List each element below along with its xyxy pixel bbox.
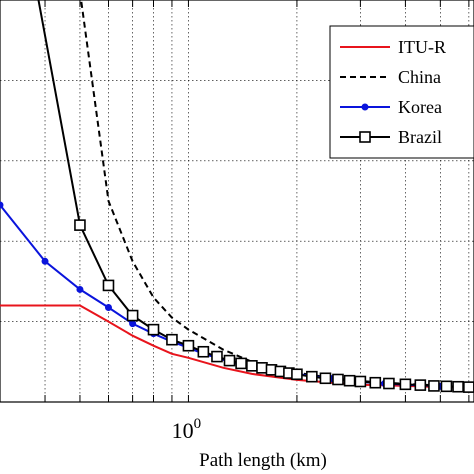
data-point-brazil xyxy=(235,357,247,370)
legend-label-korea: Korea xyxy=(398,97,442,117)
data-point-korea xyxy=(76,285,84,293)
data-point-brazil xyxy=(383,377,395,390)
data-point-brazil xyxy=(147,323,160,336)
x-axis-label: Path length (km) xyxy=(199,450,327,471)
data-point-korea xyxy=(129,320,137,328)
series-line-itu-r xyxy=(0,304,474,389)
data-point-brazil xyxy=(414,379,427,391)
legend-marker-brazil xyxy=(359,131,371,143)
x-tick-exponent: 0 xyxy=(194,416,202,432)
data-point-brazil xyxy=(182,339,195,352)
data-point-brazil xyxy=(306,370,318,383)
legend-marker-korea xyxy=(361,103,369,111)
data-point-brazil xyxy=(343,374,356,387)
data-point-korea xyxy=(104,304,112,312)
series-markers xyxy=(0,201,474,393)
data-point-brazil xyxy=(256,362,268,374)
data-point-brazil xyxy=(354,375,367,388)
data-point-brazil xyxy=(399,378,412,391)
data-point-brazil xyxy=(166,333,178,346)
markers-brazil xyxy=(74,219,474,393)
data-point-korea xyxy=(0,201,4,209)
legend-label-itu-r: ITU-R xyxy=(398,37,446,57)
legend-label-brazil: Brazil xyxy=(398,127,442,147)
data-point-brazil xyxy=(332,373,344,386)
data-point-brazil xyxy=(223,354,236,367)
x-tick-label: 100 xyxy=(172,416,202,443)
data-point-brazil xyxy=(291,368,303,381)
legend: ITU-R China Korea Brazil xyxy=(329,25,474,159)
data-point-brazil xyxy=(102,279,115,292)
data-point-brazil xyxy=(319,372,332,385)
data-point-brazil xyxy=(440,380,453,393)
data-point-brazil xyxy=(197,345,210,358)
plot-frame xyxy=(0,0,474,403)
data-point-brazil xyxy=(126,309,139,322)
data-point-brazil xyxy=(369,376,382,389)
data-point-korea xyxy=(41,257,49,265)
x-tick-labels: 100 xyxy=(172,416,202,443)
data-point-brazil xyxy=(428,380,440,392)
data-point-brazil xyxy=(246,360,258,372)
grid xyxy=(0,0,474,402)
data-point-brazil xyxy=(452,380,464,393)
data-point-brazil xyxy=(211,350,223,363)
legend-label-china: China xyxy=(398,67,441,87)
data-point-brazil xyxy=(74,219,86,231)
x-tick-base: 10 xyxy=(172,418,194,443)
data-point-brazil xyxy=(463,381,474,393)
